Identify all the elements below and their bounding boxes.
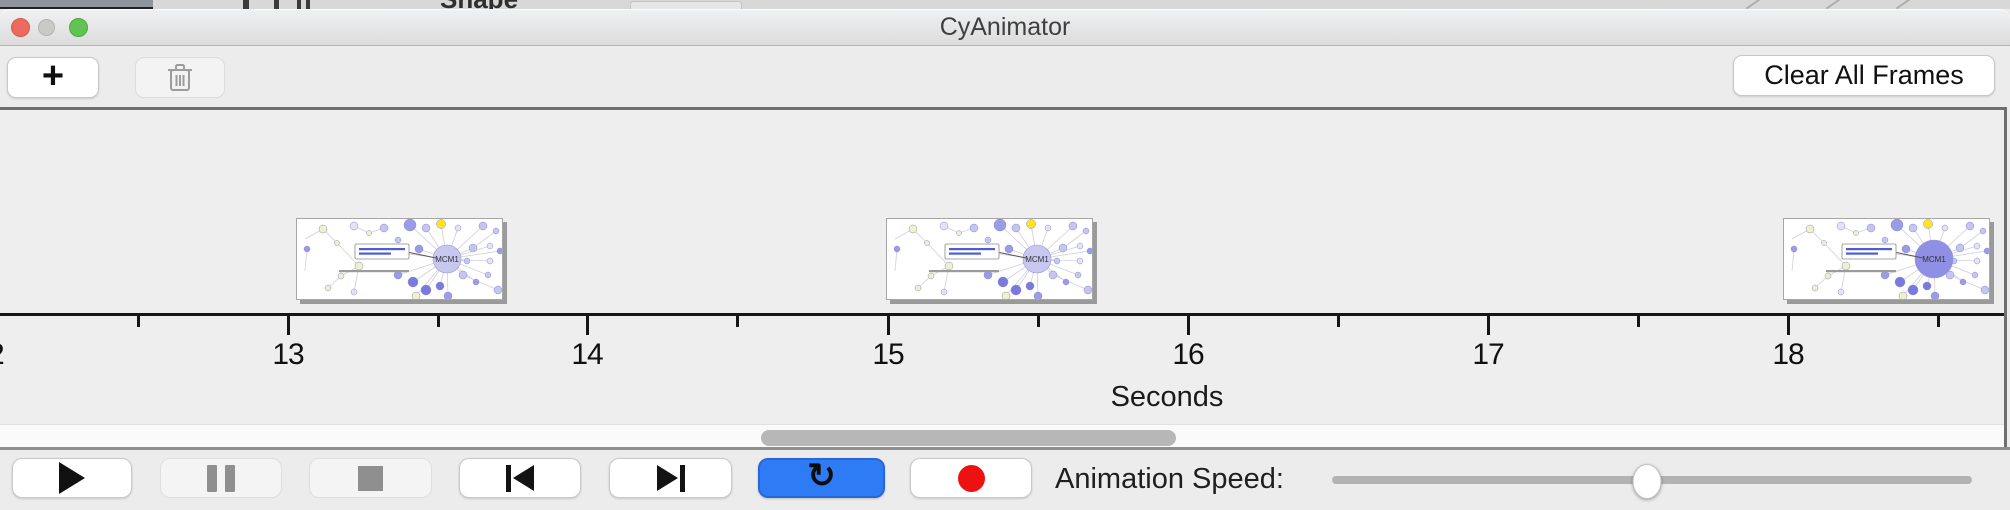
pause-icon [207,464,217,492]
minor-tick [136,316,140,327]
tick-label: 14 [571,338,603,371]
plus-icon: + [41,54,65,97]
major-tick [1786,316,1790,335]
loop-button[interactable]: ↻ [758,458,885,498]
svg-text:MCM1: MCM1 [1922,255,1946,264]
frame-thumbnail[interactable]: MCM1 [1783,218,1990,300]
stop-button[interactable] [309,458,432,498]
background-window-edge [0,7,153,9]
playback-toolbar: ↻ Animation Speed: [0,450,2010,510]
timeline-scrollbar-thumb[interactable] [761,430,1176,446]
background-fragment [306,0,310,9]
minor-tick [735,316,739,327]
major-tick [886,316,890,335]
play-button[interactable] [12,458,132,498]
loop-icon: ↻ [807,457,836,495]
background-window-corner [0,0,153,7]
close-button[interactable] [11,18,30,37]
clear-all-frames-button[interactable]: Clear All Frames [1733,55,1995,96]
divider [0,447,2010,450]
tick-label: 16 [1172,338,1204,371]
skip-to-start-button[interactable] [459,458,581,498]
pause-button[interactable] [160,458,282,498]
minor-tick [1936,316,1940,327]
record-button[interactable] [910,458,1032,498]
background-fragment [274,0,279,9]
major-tick [1186,316,1190,335]
svg-text:MCM1: MCM1 [435,255,459,264]
skip-to-end-icon [656,464,685,492]
tick-label: 12 [0,338,5,372]
animation-speed-slider-knob[interactable] [1632,464,1662,499]
major-tick [585,316,589,335]
background-shape-label: Shape [440,0,518,9]
skip-to-start-icon [506,464,534,492]
zoom-button[interactable] [69,18,88,37]
animation-speed-label: Animation Speed: [1055,463,1284,495]
tick-label: 13 [272,338,304,371]
delete-frame-button[interactable] [135,57,225,98]
record-icon [957,464,985,492]
frame-thumbnail[interactable]: MCM1 [886,218,1093,300]
title-bar: CyAnimator [0,9,2010,46]
major-tick [286,316,290,335]
stop-icon [358,465,383,491]
frame-thumbnail[interactable]: MCM1 [296,218,503,300]
trash-icon [167,63,193,93]
minor-tick [1036,316,1040,327]
background-fragment [297,0,301,9]
minor-tick [436,316,440,327]
svg-text:MCM1: MCM1 [1025,255,1049,264]
skip-to-end-button[interactable] [609,458,732,498]
minor-tick [1636,316,1640,327]
tick-label: 18 [1772,338,1804,371]
pause-icon [225,464,235,492]
minimize-button[interactable] [38,19,55,36]
timeline-axis [0,313,2004,316]
background-window-strip: Shape [0,0,2010,9]
background-edge-fragment [1825,0,1841,9]
timeline-panel: MCM1 [0,107,2007,449]
background-edge-fragment [1895,0,1911,9]
background-fragment [243,0,249,9]
tick-label: 17 [1472,338,1504,371]
axis-unit-label: Seconds [1110,381,1224,413]
background-edge-fragment [1745,0,1761,9]
timeline-scrollbar-track[interactable] [0,424,2004,449]
add-frame-button[interactable]: + [7,54,99,98]
major-tick [1486,316,1490,335]
window-title: CyAnimator [939,13,1071,41]
tick-label: 15 [872,338,904,371]
play-icon [59,462,85,494]
minor-tick [1336,316,1340,327]
background-button-fragment [630,1,742,9]
clear-all-frames-label: Clear All Frames [1764,60,1964,90]
